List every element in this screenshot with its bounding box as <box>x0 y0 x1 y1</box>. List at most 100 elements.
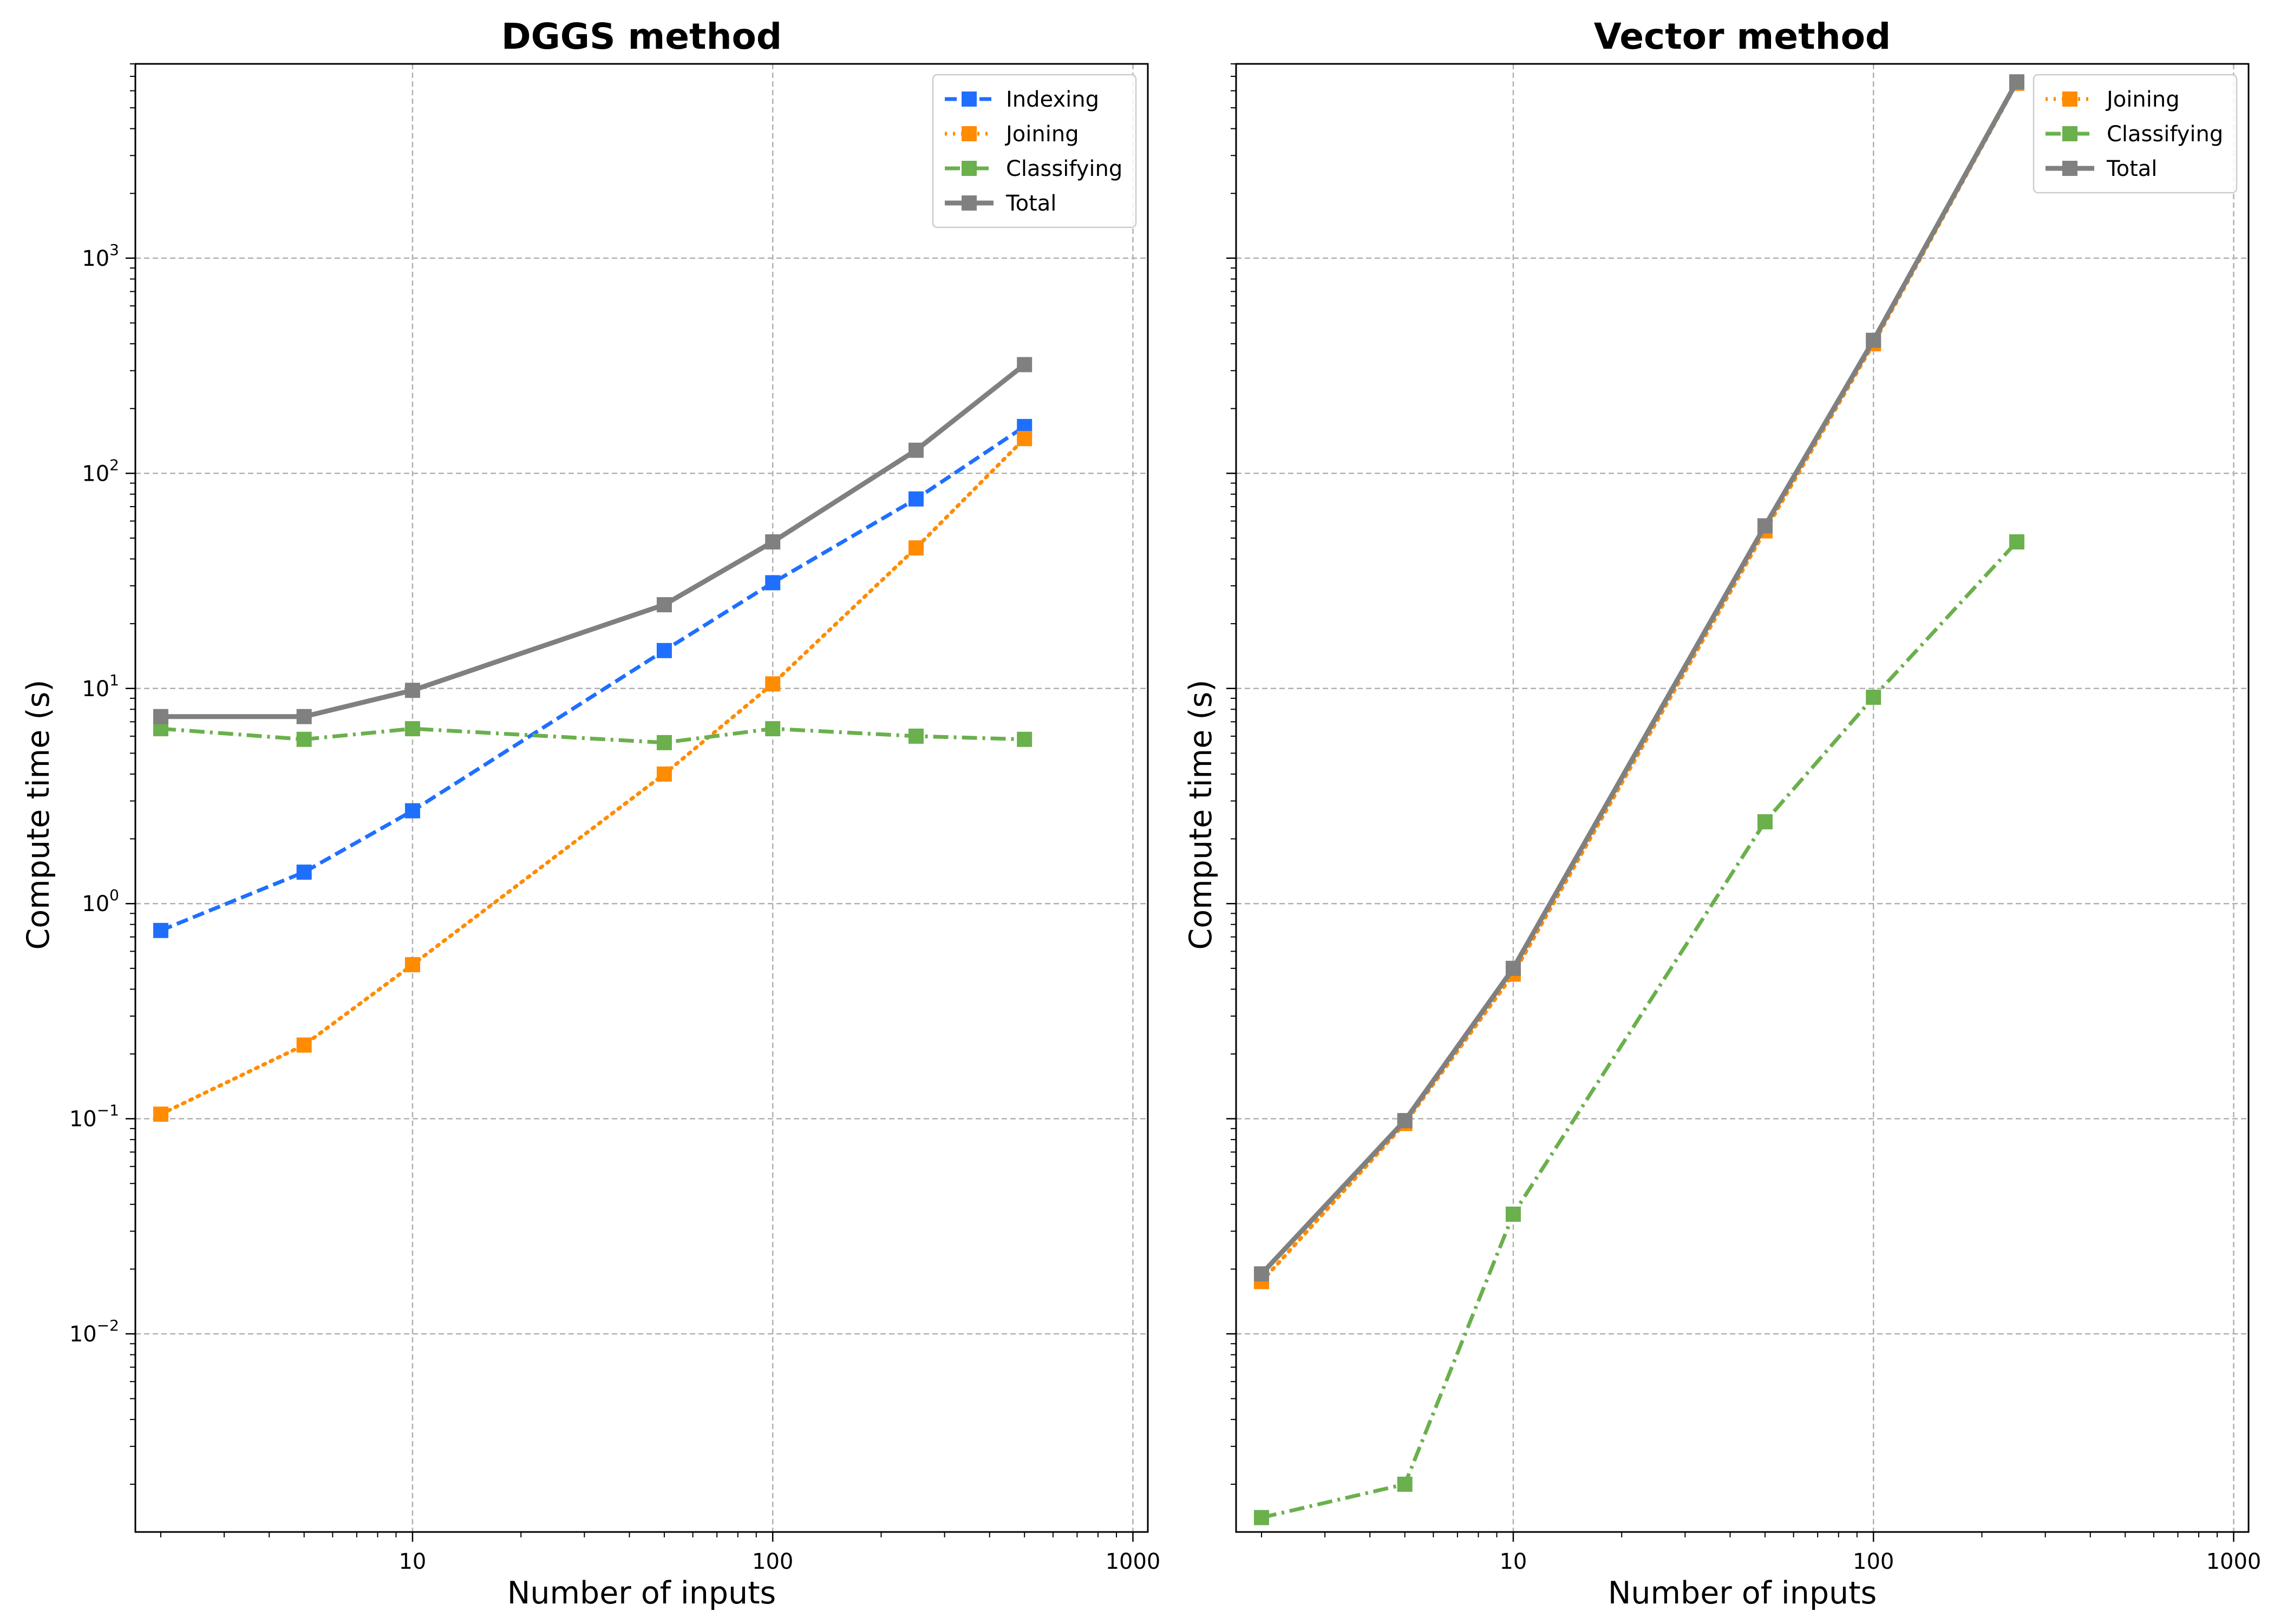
dggs-classifying-point <box>296 731 312 747</box>
dggs-y-tick-exponent: −1 <box>97 1102 119 1119</box>
dggs-x-tick-label: 10 <box>398 1549 426 1574</box>
dggs-classifying-point <box>765 721 781 737</box>
dggs-total-point <box>153 709 168 724</box>
dggs-legend-swatch-marker <box>962 195 977 211</box>
vector-joining-line <box>1259 81 2019 1284</box>
dggs-y-tick-label: 101 <box>82 671 119 702</box>
dggs-joining-point <box>765 676 781 692</box>
dggs-y-tick-exponent: 2 <box>109 456 119 474</box>
dggs-y-tick-base: 10 <box>69 1107 97 1132</box>
vector-grid <box>1236 64 2249 1532</box>
dggs-y-tick-base: 10 <box>82 892 109 916</box>
dggs-legend-swatch-marker <box>962 161 977 176</box>
dggs-total-point <box>1017 357 1033 372</box>
dggs-joining-line <box>159 436 1027 1116</box>
dggs-y-axis-label: Compute time (s) <box>21 679 56 949</box>
dggs-legend-swatch-marker <box>962 126 977 141</box>
vector-legend-swatch-marker <box>2062 161 2077 176</box>
vector-classifying-line <box>1261 540 2018 1520</box>
dggs-joining-point <box>656 766 672 782</box>
dggs-indexing-point <box>296 865 312 880</box>
vector-total-point <box>1253 1266 1269 1282</box>
vector-x-tick-label: 10 <box>1499 1549 1527 1574</box>
dggs-y-tick-base: 10 <box>82 677 109 702</box>
dggs-joining-point <box>296 1037 312 1053</box>
dggs-x-tick-label: 100 <box>752 1549 793 1574</box>
dggs-joining-point <box>153 1106 168 1122</box>
dggs-series-classifying <box>153 721 1033 750</box>
dggs-total-line <box>161 363 1026 719</box>
vector-total-line <box>1259 81 2019 1276</box>
vector-x-tick-label: 100 <box>1853 1549 1894 1574</box>
dggs-y-tick-base: 10 <box>82 461 109 486</box>
dggs-series-joining <box>153 431 1033 1122</box>
dggs-x-axis-label: Number of inputs <box>507 1575 776 1611</box>
vector-y-axis-label: Compute time (s) <box>1183 679 1219 949</box>
vector-total-point <box>2009 74 2024 90</box>
dggs-legend-label: Total <box>1005 191 1056 216</box>
dggs-indexing-line <box>160 424 1026 933</box>
vector-total-point <box>1505 960 1521 976</box>
dggs-y-tick-label: 102 <box>82 456 119 486</box>
vector-ticks: 10 100 1000 <box>1226 63 2262 1574</box>
dggs-legend-label: Indexing <box>1006 87 1099 112</box>
dggs-plot-frame <box>134 63 1149 1533</box>
vector-classifying-point <box>1505 1206 1521 1222</box>
dggs-joining-point <box>404 957 420 973</box>
dggs-legend: Indexing Joining Classifying Total <box>932 74 1137 228</box>
dggs-grid <box>135 64 1148 1532</box>
dggs-panel: DGGS method Number of inputs Compute tim… <box>21 16 1160 1611</box>
vector-series-total <box>1253 74 2024 1282</box>
vector-legend-label: Classifying <box>2107 122 2223 147</box>
vector-x-tick-label: 1000 <box>2206 1549 2262 1574</box>
vector-total-point <box>1397 1113 1413 1129</box>
dggs-total-point <box>765 534 781 550</box>
dggs-indexing-point <box>765 575 781 591</box>
dggs-indexing-point <box>908 491 924 507</box>
vector-legend: Joining Classifying Total <box>2033 74 2238 194</box>
dggs-legend-label: Classifying <box>1006 156 1122 181</box>
dggs-y-tick-exponent: −2 <box>97 1317 119 1334</box>
vector-series-classifying <box>1253 534 2024 1525</box>
dggs-indexing-point <box>153 922 168 938</box>
dggs-legend-label: Joining <box>1004 122 1079 147</box>
dggs-y-tick-base: 10 <box>69 1322 97 1347</box>
dggs-y-tick-exponent: 0 <box>109 886 119 904</box>
dggs-series-indexing <box>153 418 1033 938</box>
dggs-y-tick-label: 103 <box>82 241 119 271</box>
dggs-y-tick-exponent: 1 <box>109 671 119 689</box>
vector-legend-label: Total <box>2106 156 2157 181</box>
vector-plot-frame <box>1235 63 2250 1533</box>
dggs-total-point <box>296 709 312 724</box>
dggs-classifying-point <box>908 728 924 744</box>
vector-classifying-point <box>2009 534 2024 550</box>
dggs-total-point <box>908 442 924 458</box>
dggs-total-point <box>656 597 672 613</box>
dggs-series-total <box>153 357 1033 724</box>
dggs-joining-point <box>1017 431 1033 447</box>
dggs-legend-swatch-marker <box>962 91 977 107</box>
vector-panel: Vector method Number of inputs Compute t… <box>1183 16 2261 1611</box>
vector-legend-swatch-marker <box>2062 126 2077 141</box>
vector-chart-title: Vector method <box>1594 16 1891 57</box>
dggs-total-point <box>404 683 420 698</box>
dggs-indexing-point <box>656 643 672 658</box>
vector-classifying-point <box>1866 690 1881 705</box>
vector-legend-swatch-marker <box>2062 91 2077 107</box>
dggs-y-tick-exponent: 3 <box>109 241 119 259</box>
vector-classifying-point <box>1757 814 1773 830</box>
vector-x-axis-label: Number of inputs <box>1608 1575 1877 1611</box>
dggs-x-tick-label: 1000 <box>1106 1549 1161 1574</box>
dggs-classifying-point <box>656 735 672 750</box>
vector-legend-label: Joining <box>2105 87 2180 112</box>
vector-classifying-point <box>1253 1510 1269 1525</box>
vector-total-point <box>1757 518 1773 534</box>
vector-total-point <box>1866 332 1881 348</box>
dggs-chart-title: DGGS method <box>501 16 782 57</box>
dggs-classifying-point <box>1017 731 1033 747</box>
dggs-classifying-point <box>404 721 420 737</box>
vector-classifying-point <box>1397 1476 1413 1492</box>
dggs-y-tick-base: 10 <box>82 246 109 271</box>
